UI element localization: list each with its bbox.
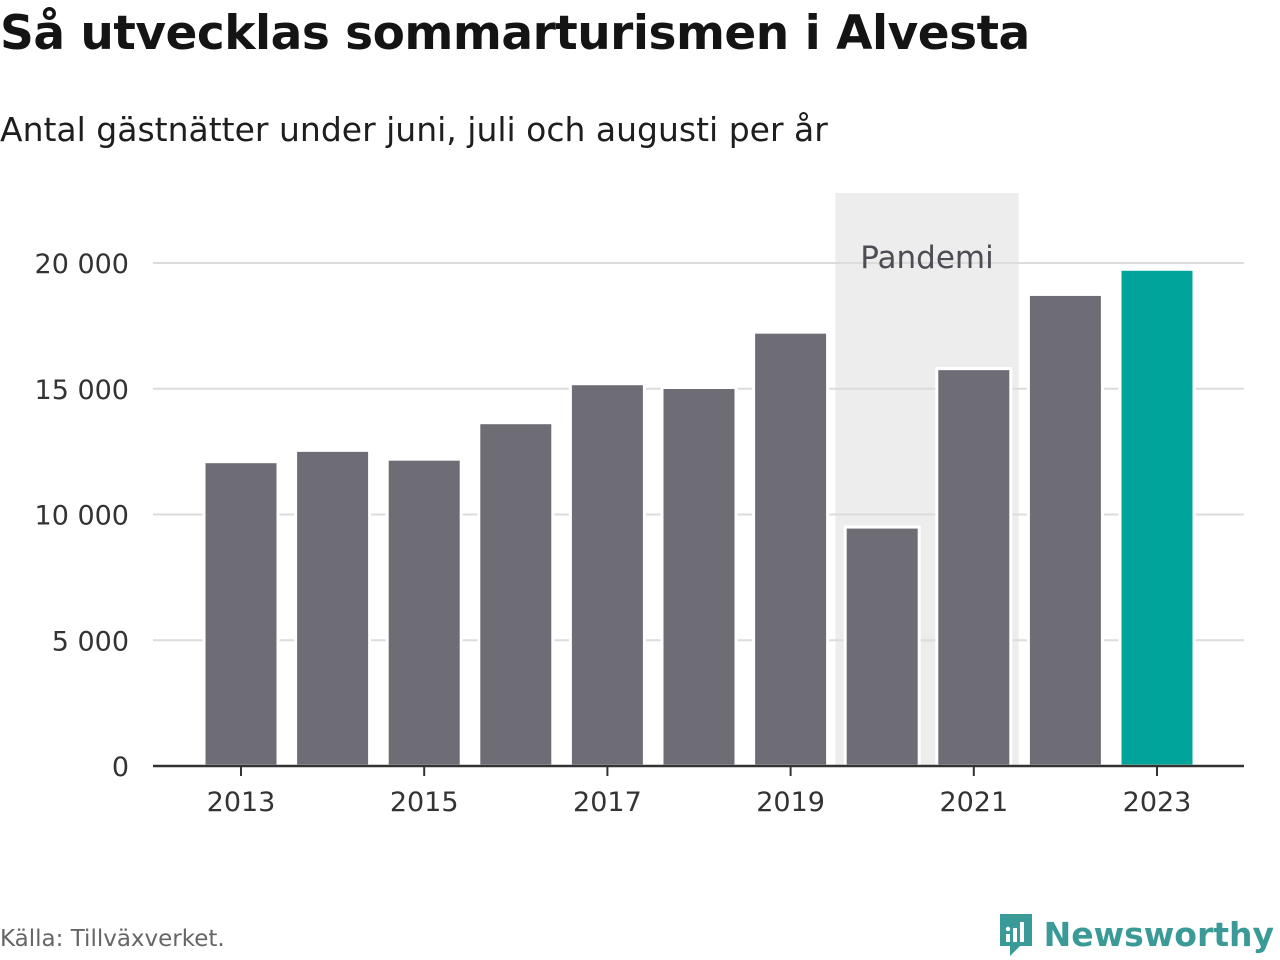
bar-2013 <box>202 460 280 768</box>
y-tick-label: 15 000 <box>35 375 129 406</box>
bar-2022 <box>1026 292 1104 768</box>
x-tick-label: 2023 <box>1123 787 1192 818</box>
bar-2023 <box>1118 267 1196 768</box>
y-tick-label: 20 000 <box>35 249 129 280</box>
y-tick-label: 0 <box>112 752 129 783</box>
bar-2020 <box>843 525 921 768</box>
chart-title: Så utvecklas sommarturismen i Alvesta <box>0 6 1030 61</box>
chart-subtitle: Antal gästnätter under juni, juli och au… <box>0 110 828 149</box>
bar-2016 <box>477 421 555 768</box>
x-tick-label: 2013 <box>207 787 276 818</box>
brand-logo: Newsworthy <box>996 910 1274 958</box>
x-tick-label: 2017 <box>573 787 642 818</box>
bar-2018 <box>660 385 738 768</box>
source-note: Källa: Tillväxverket. <box>0 926 225 952</box>
bar-2019 <box>752 330 830 768</box>
x-tick-label: 2021 <box>939 787 1008 818</box>
newsworthy-logo-icon <box>999 914 1032 956</box>
brand-name: Newsworthy <box>1043 914 1274 954</box>
bar-2021 <box>935 367 1013 768</box>
pandemic-label: Pandemi <box>860 240 994 276</box>
y-tick-label: 5 000 <box>52 626 129 657</box>
y-tick-label: 10 000 <box>35 501 129 532</box>
bar-2017 <box>568 382 646 768</box>
bar-2014 <box>294 448 372 768</box>
x-tick-label: 2015 <box>390 787 459 818</box>
bar-2015 <box>385 457 463 768</box>
x-tick-label: 2019 <box>756 787 825 818</box>
